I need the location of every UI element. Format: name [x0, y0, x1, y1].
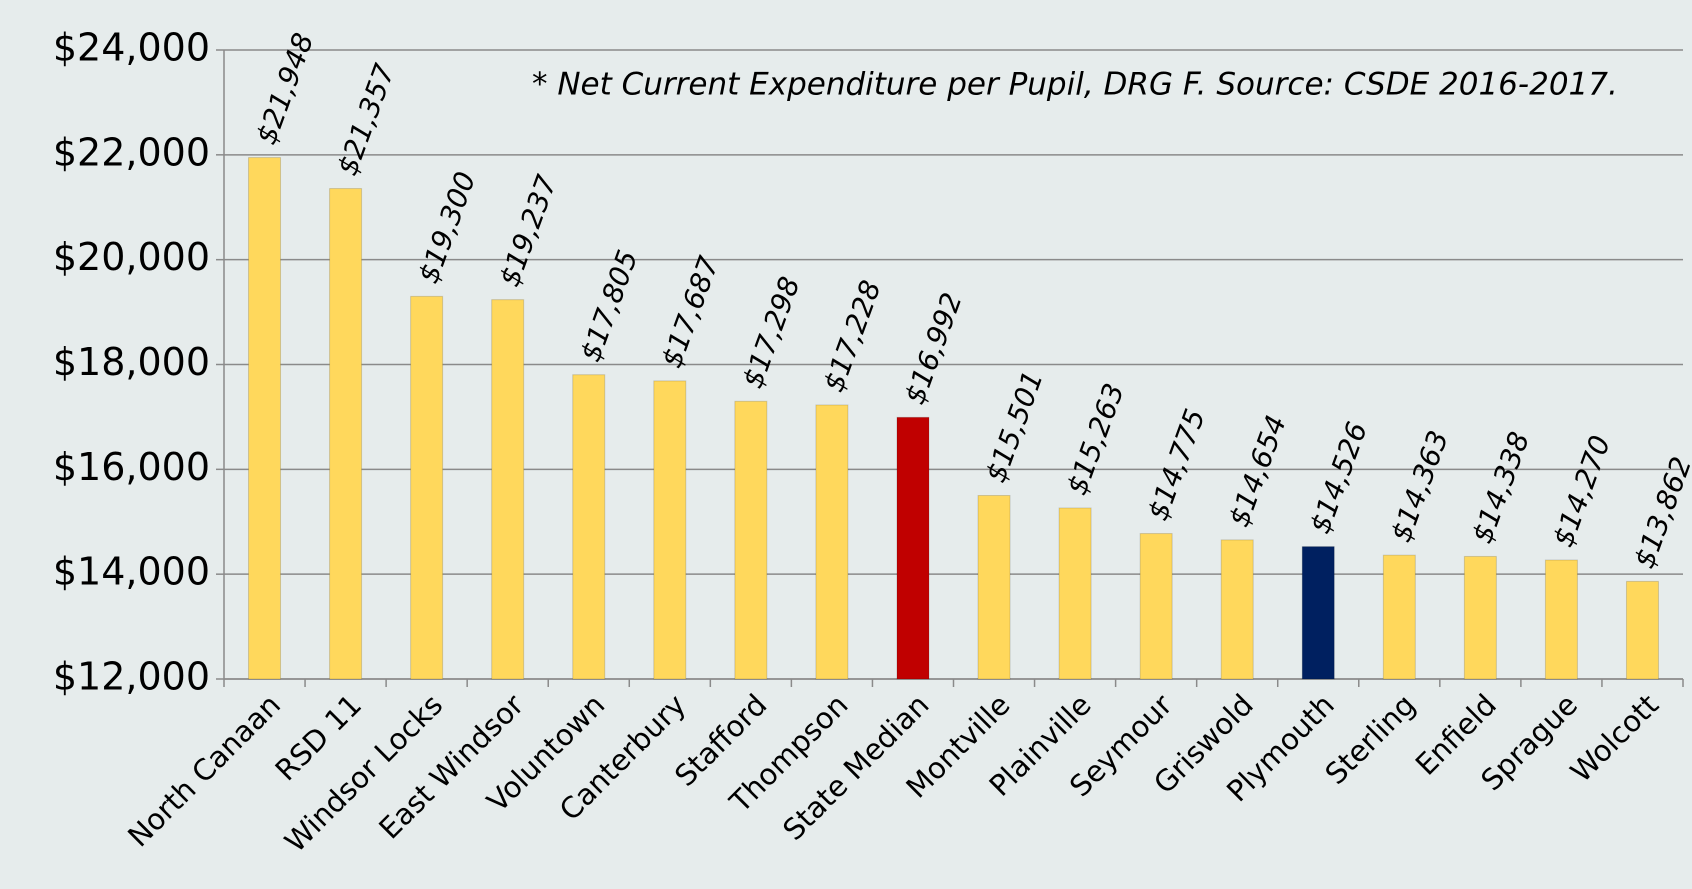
- bar: [1058, 507, 1092, 680]
- value-label: $14,338: [1465, 427, 1536, 547]
- bar: [815, 404, 849, 680]
- value-label: $17,805: [574, 246, 645, 366]
- bar: [977, 494, 1011, 680]
- value-label: $16,992: [898, 288, 969, 408]
- bar: [896, 416, 930, 680]
- bar: [410, 295, 444, 680]
- value-label: $17,687: [655, 252, 726, 372]
- bar: [734, 400, 768, 680]
- value-label: $13,862: [1628, 452, 1692, 572]
- bar: [572, 374, 606, 680]
- value-label: $14,654: [1222, 411, 1293, 531]
- value-label: $15,263: [1060, 379, 1131, 499]
- annotation: * Net Current Expenditure per Pupil, DRG…: [532, 67, 1618, 103]
- bar: [1463, 555, 1497, 680]
- value-label: $14,775: [1141, 405, 1212, 525]
- bar: [1139, 533, 1173, 680]
- value-label: $19,237: [493, 171, 564, 291]
- value-label: $14,526: [1303, 418, 1374, 538]
- value-label: $21,357: [331, 59, 402, 179]
- bar: [1544, 559, 1578, 680]
- bar: [491, 299, 525, 680]
- bar: [1382, 554, 1416, 680]
- y-tick-label: $12,000: [53, 655, 210, 699]
- value-label: $21,948: [250, 29, 321, 149]
- x-tick-label: Wolcott: [1564, 688, 1665, 789]
- y-tick-label: $18,000: [53, 340, 210, 384]
- y-tick-label: $24,000: [53, 26, 210, 70]
- bar: [248, 157, 282, 680]
- bar: [1625, 580, 1659, 680]
- bar: [1301, 546, 1335, 680]
- x-tick-label: East Windsor: [372, 688, 530, 846]
- y-tick-label: $20,000: [53, 235, 210, 279]
- x-tick-label: Sterling: [1318, 688, 1422, 792]
- bar: [1220, 539, 1254, 680]
- x-tick-label: North Canaan: [121, 688, 287, 854]
- bar: [329, 188, 363, 680]
- value-label: $14,363: [1384, 426, 1455, 546]
- value-label: $14,270: [1547, 431, 1618, 551]
- value-label: $17,298: [736, 272, 807, 392]
- bar: [653, 380, 687, 680]
- y-tick-label: $16,000: [53, 445, 210, 489]
- y-tick-label: $14,000: [53, 550, 210, 594]
- value-label: $17,228: [817, 276, 888, 396]
- value-label: $19,300: [412, 167, 483, 287]
- y-tick-label: $22,000: [53, 130, 210, 174]
